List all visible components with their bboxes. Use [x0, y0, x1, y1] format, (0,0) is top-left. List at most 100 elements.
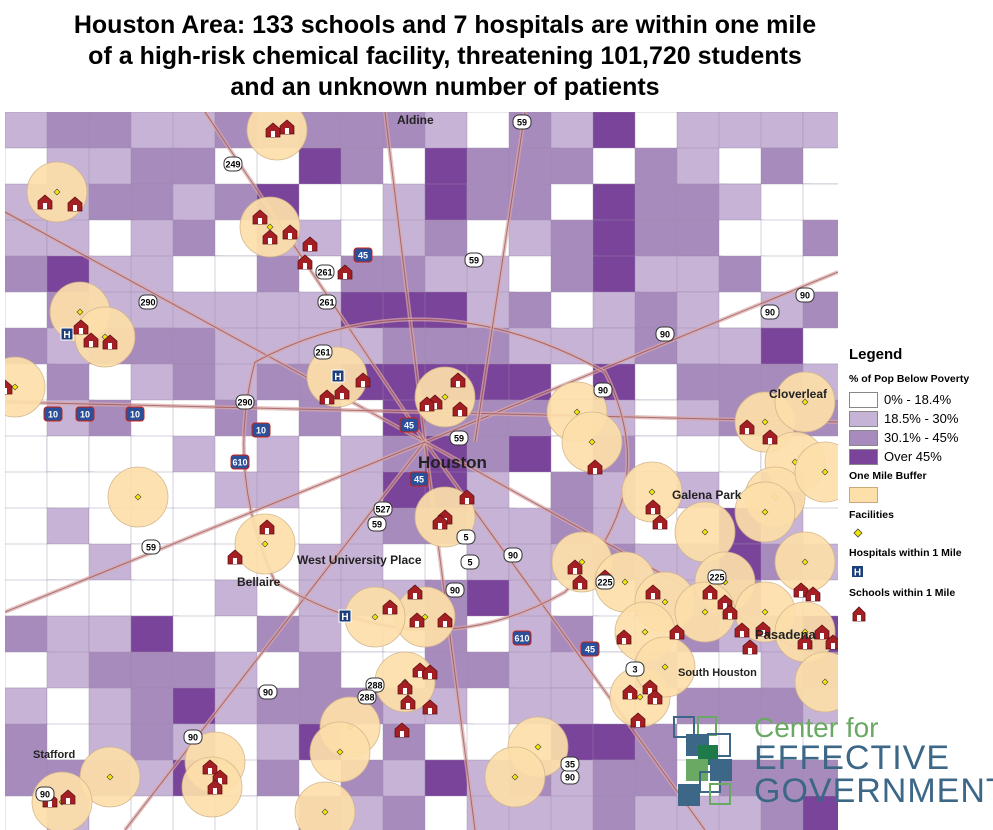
school-icon[interactable] [73, 319, 89, 335]
school-icon[interactable] [207, 779, 223, 795]
facility-icon[interactable] [661, 663, 669, 671]
highway-shield-290: 290 [235, 394, 255, 410]
school-icon[interactable] [394, 722, 410, 738]
census-tract [634, 255, 682, 296]
school-icon[interactable] [67, 196, 83, 212]
facility-icon[interactable] [53, 188, 61, 196]
school-icon[interactable] [452, 401, 468, 417]
facility-icon[interactable] [801, 558, 809, 566]
facility-icon[interactable] [578, 558, 586, 566]
school-icon[interactable] [5, 379, 13, 395]
school-icon[interactable] [419, 396, 435, 412]
school-icon[interactable] [437, 612, 453, 628]
facility-icon[interactable] [336, 748, 344, 756]
school-icon[interactable] [37, 194, 53, 210]
facility-icon[interactable] [588, 438, 596, 446]
census-tract [466, 651, 517, 693]
school-icon[interactable] [382, 599, 398, 615]
school-icon[interactable] [587, 459, 603, 475]
school-icon[interactable] [422, 699, 438, 715]
school-icon[interactable] [450, 372, 466, 388]
school-icon[interactable] [702, 584, 718, 600]
school-icon[interactable] [669, 624, 685, 640]
facility-icon[interactable] [648, 488, 656, 496]
facility-icon[interactable] [261, 540, 269, 548]
school-icon[interactable] [739, 419, 755, 435]
facility-icon[interactable] [134, 493, 142, 501]
facility-icon[interactable] [761, 508, 769, 516]
hospital-icon[interactable]: H [331, 369, 345, 383]
school-icon[interactable] [459, 489, 475, 505]
school-icon[interactable] [825, 634, 838, 650]
facility-icon[interactable] [761, 608, 769, 616]
school-icon[interactable] [297, 254, 313, 270]
hospital-icon[interactable]: H [338, 609, 352, 623]
school-icon[interactable] [259, 519, 275, 535]
facility-icon[interactable] [821, 468, 829, 476]
school-icon[interactable] [567, 559, 583, 575]
facility-icon[interactable] [621, 578, 629, 586]
school-icon[interactable] [262, 229, 278, 245]
facility-icon[interactable] [441, 393, 449, 401]
school-icon[interactable] [334, 384, 350, 400]
facility-icon[interactable] [76, 308, 84, 316]
school-icon[interactable] [432, 514, 448, 530]
school-icon[interactable] [642, 679, 658, 695]
facility-icon[interactable] [636, 693, 644, 701]
school-icon[interactable] [734, 622, 750, 638]
school-icon[interactable] [797, 634, 813, 650]
school-icon[interactable] [422, 664, 438, 680]
school-icon[interactable] [60, 789, 76, 805]
school-icon[interactable] [722, 604, 738, 620]
facility-icon[interactable] [11, 383, 19, 391]
facility-icon[interactable] [371, 613, 379, 621]
facility-icon[interactable] [534, 743, 542, 751]
school-icon[interactable] [252, 209, 268, 225]
school-icon[interactable] [755, 621, 771, 637]
school-icon[interactable] [319, 389, 335, 405]
school-icon[interactable] [630, 712, 646, 728]
hospital-icon[interactable]: H [60, 327, 74, 341]
poverty-map[interactable]: H H H Aldine Houston Cloverleaf Galena Par… [5, 112, 838, 830]
census-tract [466, 183, 510, 224]
school-icon[interactable] [572, 574, 588, 590]
facility-icon[interactable] [761, 418, 769, 426]
school-icon[interactable] [407, 584, 423, 600]
school-icon[interactable] [282, 224, 298, 240]
school-icon[interactable] [645, 584, 661, 600]
school-icon[interactable] [400, 694, 416, 710]
school-icon[interactable] [337, 264, 353, 280]
school-icon[interactable] [616, 629, 632, 645]
facility-icon[interactable] [801, 398, 809, 406]
census-tract [802, 759, 838, 802]
facility-icon[interactable] [321, 808, 329, 816]
school-icon[interactable] [762, 429, 778, 445]
school-icon[interactable] [83, 332, 99, 348]
school-icon[interactable] [202, 759, 218, 775]
school-icon[interactable] [814, 624, 830, 640]
census-tract [5, 687, 48, 726]
school-icon[interactable] [647, 689, 663, 705]
school-icon[interactable] [265, 122, 281, 138]
school-icon[interactable] [409, 612, 425, 628]
school-icon[interactable] [645, 499, 661, 515]
facility-icon[interactable] [641, 628, 649, 636]
facility-icon[interactable] [106, 773, 114, 781]
facility-icon[interactable] [573, 408, 581, 416]
school-icon[interactable] [652, 514, 668, 530]
school-icon[interactable] [227, 549, 243, 565]
school-icon[interactable] [355, 372, 371, 388]
facility-icon[interactable] [821, 678, 829, 686]
facility-icon[interactable] [661, 598, 669, 606]
school-icon[interactable] [397, 679, 413, 695]
census-tract [550, 112, 596, 151]
school-icon[interactable] [102, 334, 118, 350]
school-icon[interactable] [805, 586, 821, 602]
school-icon[interactable] [717, 594, 733, 610]
school-icon[interactable] [622, 684, 638, 700]
school-icon[interactable] [302, 236, 318, 252]
facility-icon[interactable] [701, 528, 709, 536]
school-icon[interactable] [742, 639, 758, 655]
facility-icon[interactable] [511, 773, 519, 781]
facility-icon[interactable] [701, 608, 709, 616]
